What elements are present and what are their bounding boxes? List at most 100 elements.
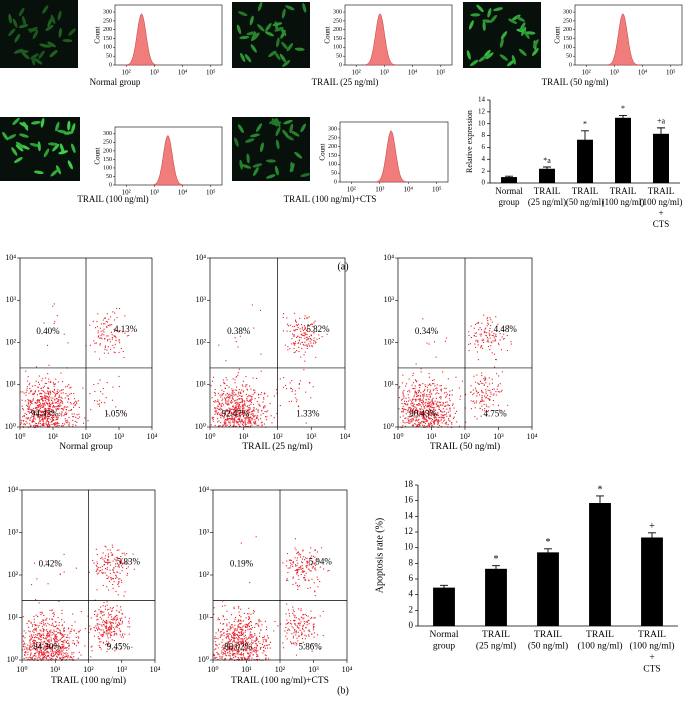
event-dot [412,409,414,411]
event-dot [248,407,250,409]
event-dot [232,637,234,639]
event-dot [451,426,453,428]
event-dot [47,418,49,420]
event-dot [48,655,50,657]
event-dot [38,655,40,657]
event-dot [243,400,245,402]
event-dot [213,407,215,409]
event-dot [53,423,55,425]
event-dot [474,343,476,345]
event-dot [240,623,242,625]
event-dot [25,657,27,659]
x-tick-label: TRAIL [610,186,637,196]
event-dot [233,394,235,396]
event-dot [104,622,106,624]
event-dot [295,328,297,330]
event-dot [256,644,258,646]
cell [42,5,49,14]
event-dot [287,622,289,624]
event-dot [40,639,42,641]
event-dot [404,402,406,404]
event-dot [43,408,45,410]
event-dot [412,372,414,374]
event-dot [108,632,110,634]
event-dot [424,407,426,409]
event-dot [237,346,239,348]
event-dot [234,638,236,640]
event-dot [118,566,120,568]
y-tick-label: 0 [109,182,112,188]
event-dot [118,549,120,551]
event-dot [428,343,430,345]
event-dot [84,645,86,647]
event-dot [255,377,257,379]
event-dot [37,406,39,408]
y-tick-label: 300 [103,131,112,137]
event-dot [481,345,483,347]
event-dot [240,632,242,634]
y-tick-label: 10¹ [384,380,395,389]
event-dot [47,639,49,641]
event-dot [250,643,252,645]
event-dot [242,653,244,655]
event-dot [70,409,72,411]
event-dot [229,410,231,412]
event-dot [58,396,60,398]
event-dot [317,586,319,588]
event-dot [302,625,304,627]
event-dot [233,628,235,630]
event-dot [228,386,230,388]
event-dot [258,403,260,405]
event-dot [241,658,243,660]
event-dot [24,654,26,656]
event-dot [232,421,234,423]
event-dot [112,607,114,609]
event-dot [433,416,435,418]
event-dot [40,406,42,408]
event-dot [308,623,310,625]
event-dot [236,641,238,643]
y-tick-label: 10¹ [8,612,19,621]
event-dot [470,408,472,410]
event-dot [253,409,255,411]
event-dot [46,402,48,404]
event-dot [50,416,52,418]
event-dot [237,650,239,652]
event-dot [232,653,234,655]
event-dot [47,635,49,637]
event-dot [99,399,101,401]
event-dot [481,375,483,377]
event-dot [56,641,58,643]
event-dot [84,628,86,630]
event-dot [48,647,50,649]
event-dot [259,642,261,644]
event-dot [292,562,294,564]
event-dot [239,415,241,417]
x-tick-label: (100 ng/ml) [602,197,645,207]
event-dot [241,630,243,632]
event-dot [491,331,493,333]
x-tick-label: 10⁰ [16,665,27,674]
event-dot [111,625,113,627]
event-dot [221,641,223,643]
event-dot [34,652,36,654]
event-dot [230,639,232,641]
event-dot [241,643,243,645]
event-dot [439,410,441,412]
event-dot [241,420,243,422]
event-dot [41,412,43,414]
event-dot [222,425,224,427]
event-dot [254,626,256,628]
event-dot [246,650,248,652]
event-dot [231,417,233,419]
event-dot [250,417,252,419]
event-dot [416,404,418,406]
cell [238,11,248,16]
quadrant-label: 84.30% [33,641,61,651]
event-dot [224,397,226,399]
x-tick-label: TRAIL [572,186,599,196]
event-dot [116,605,118,607]
event-dot [43,656,45,658]
event-dot [52,397,54,399]
event-dot [217,421,219,423]
